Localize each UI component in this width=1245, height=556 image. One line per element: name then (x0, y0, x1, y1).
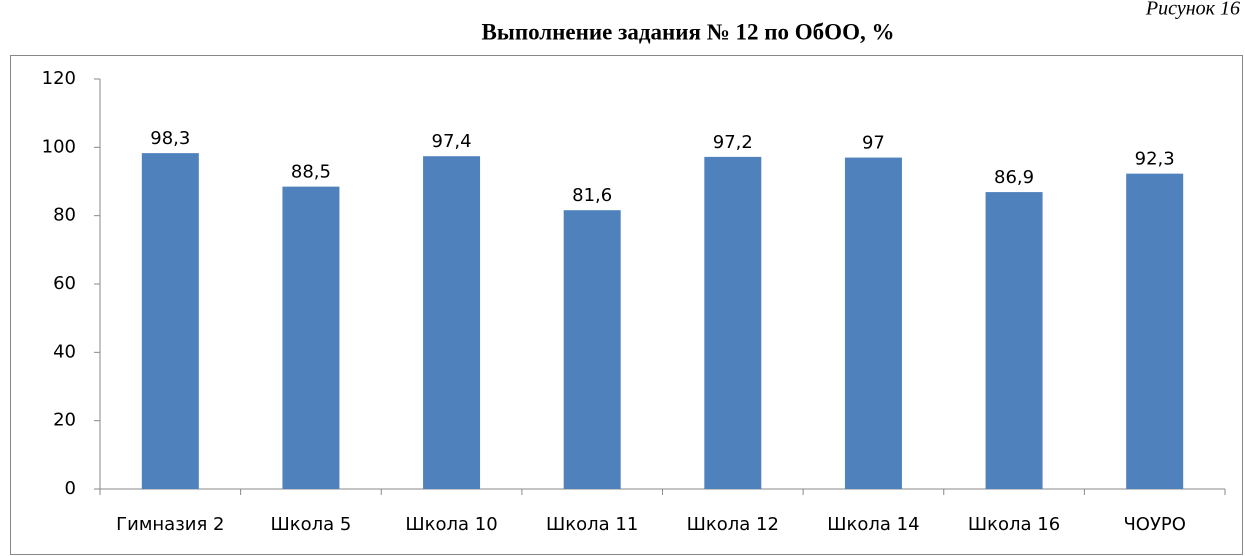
bar (704, 156, 762, 489)
bar (423, 156, 481, 489)
x-tick-label: Школа 12 (687, 514, 779, 535)
y-tick-label: 80 (53, 205, 76, 226)
y-tick-label: 60 (53, 273, 76, 294)
x-tick-label: Школа 14 (827, 514, 919, 535)
data-label: 97,2 (713, 132, 753, 153)
bar (844, 157, 902, 490)
x-tick-label: Школа 16 (968, 514, 1060, 535)
x-tick-label: ЧОУРО (1123, 514, 1186, 535)
data-label: 81,6 (572, 185, 612, 206)
bar (1126, 173, 1184, 489)
y-tick-label: 100 (42, 136, 76, 157)
data-label: 92,3 (1135, 149, 1175, 170)
x-tick-label: Гимназия 2 (116, 514, 224, 535)
x-tick-label: Школа 10 (405, 514, 497, 535)
y-tick-label: 40 (53, 341, 76, 362)
bar (282, 186, 340, 489)
y-tick-label: 20 (53, 410, 76, 431)
bar (141, 153, 199, 489)
bar (563, 210, 621, 489)
x-tick-label: Школа 11 (546, 514, 638, 535)
x-tick-label: Школа 5 (271, 514, 352, 535)
data-label: 97 (862, 133, 885, 154)
y-tick-label: 120 (42, 68, 76, 89)
chart-border (10, 55, 1243, 555)
data-label: 88,5 (291, 162, 331, 183)
data-label: 98,3 (150, 128, 190, 149)
chart-title: Выполнение задания № 12 по ОбОО, % (482, 19, 895, 44)
figure-label: Рисунок 16 (1145, 0, 1240, 20)
data-label: 86,9 (994, 167, 1034, 188)
y-tick-label: 0 (65, 478, 76, 499)
data-label: 97,4 (432, 131, 472, 152)
bar (985, 192, 1043, 489)
